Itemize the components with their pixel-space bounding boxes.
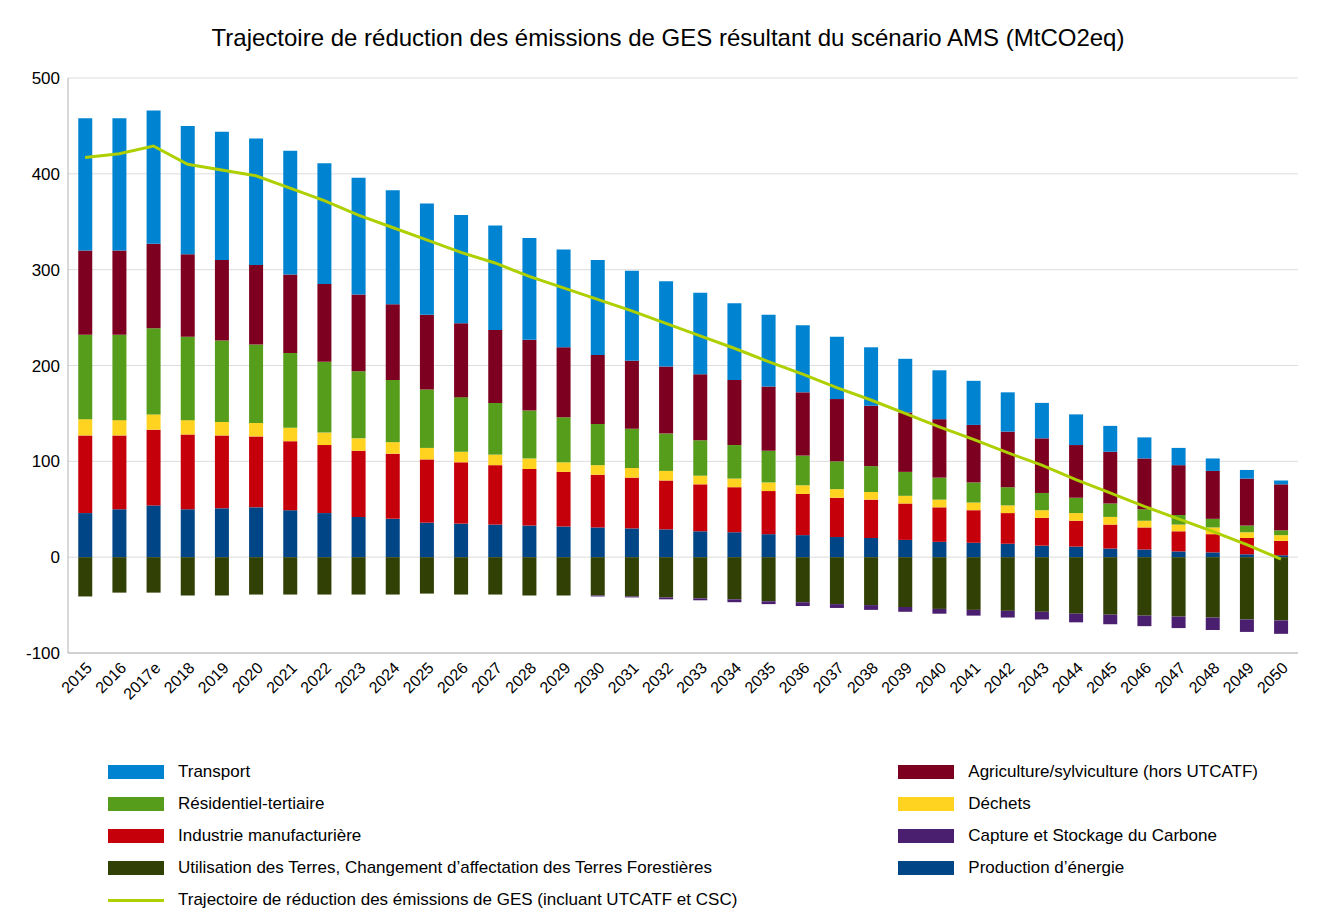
- html-text:Résidentiel-tertiaire: Résidentiel-tertiaire: [178, 794, 325, 813]
- svg-text:2041: 2041: [946, 659, 983, 696]
- html-text:Déchets: Déchets: [968, 794, 1031, 813]
- svg-text:500: 500: [32, 69, 60, 88]
- svg-text:2034: 2034: [707, 659, 744, 696]
- svg-text:2025: 2025: [400, 659, 437, 696]
- svg-text:200: 200: [32, 357, 60, 376]
- svg-text:2039: 2039: [878, 659, 915, 696]
- svg-text:-100: -100: [26, 644, 60, 663]
- svg-text:2024: 2024: [366, 659, 403, 696]
- svg-text:2022: 2022: [297, 659, 334, 696]
- svg-text:2015: 2015: [58, 659, 95, 696]
- svg-text:2032: 2032: [639, 659, 676, 696]
- svg-text:2046: 2046: [1117, 659, 1154, 696]
- html-text:Trajectoire de réduction des é: Trajectoire de réduction des émissions d…: [178, 890, 738, 909]
- svg-text:2026: 2026: [434, 659, 471, 696]
- svg-text:0: 0: [51, 548, 60, 567]
- svg-text:2047: 2047: [1151, 659, 1188, 696]
- html-text:Utilisation des Terres, Change: Utilisation des Terres, Changement d’aff…: [178, 858, 712, 877]
- svg-text:2021: 2021: [263, 659, 300, 696]
- html-text:Agriculture/sylviculture (hors: Agriculture/sylviculture (hors UTCATF): [968, 762, 1258, 781]
- html-text:Capture et Stockage du Carbone: Capture et Stockage du Carbone: [968, 826, 1217, 845]
- html-text:Production d’énergie: Production d’énergie: [968, 858, 1125, 877]
- svg-text:2043: 2043: [1015, 659, 1052, 696]
- svg-text:2049: 2049: [1220, 659, 1257, 696]
- svg-text:2017e: 2017e: [120, 659, 164, 703]
- svg-text:2050: 2050: [1254, 659, 1291, 696]
- svg-text:2037: 2037: [810, 659, 847, 696]
- svg-text:2031: 2031: [605, 659, 642, 696]
- svg-text:2027: 2027: [468, 659, 505, 696]
- svg-text:2029: 2029: [536, 659, 573, 696]
- svg-text:2028: 2028: [502, 659, 539, 696]
- svg-text:2019: 2019: [195, 659, 232, 696]
- svg-text:100: 100: [32, 452, 60, 471]
- html-text:Transport: Transport: [178, 762, 251, 781]
- svg-text:2016: 2016: [92, 659, 130, 697]
- svg-text:2040: 2040: [912, 659, 949, 696]
- svg-text:2033: 2033: [673, 659, 710, 696]
- svg-text:2030: 2030: [571, 659, 608, 696]
- svg-text:2020: 2020: [229, 659, 266, 696]
- svg-text:2048: 2048: [1186, 659, 1223, 696]
- svg-text:2036: 2036: [776, 659, 813, 696]
- svg-text:400: 400: [32, 165, 60, 184]
- svg-text:2018: 2018: [161, 659, 198, 696]
- html-text:Trajectoire de réduction des é: Trajectoire de réduction des émissions d…: [211, 24, 1125, 51]
- svg-text:2045: 2045: [1083, 659, 1120, 696]
- svg-text:2044: 2044: [1049, 659, 1086, 696]
- svg-text:2035: 2035: [741, 659, 778, 696]
- html-text:Industrie manufacturière: Industrie manufacturière: [178, 826, 362, 845]
- svg-text:2042: 2042: [981, 659, 1018, 696]
- svg-text:2038: 2038: [844, 659, 881, 696]
- svg-text:300: 300: [32, 261, 60, 280]
- svg-text:2023: 2023: [331, 659, 368, 696]
